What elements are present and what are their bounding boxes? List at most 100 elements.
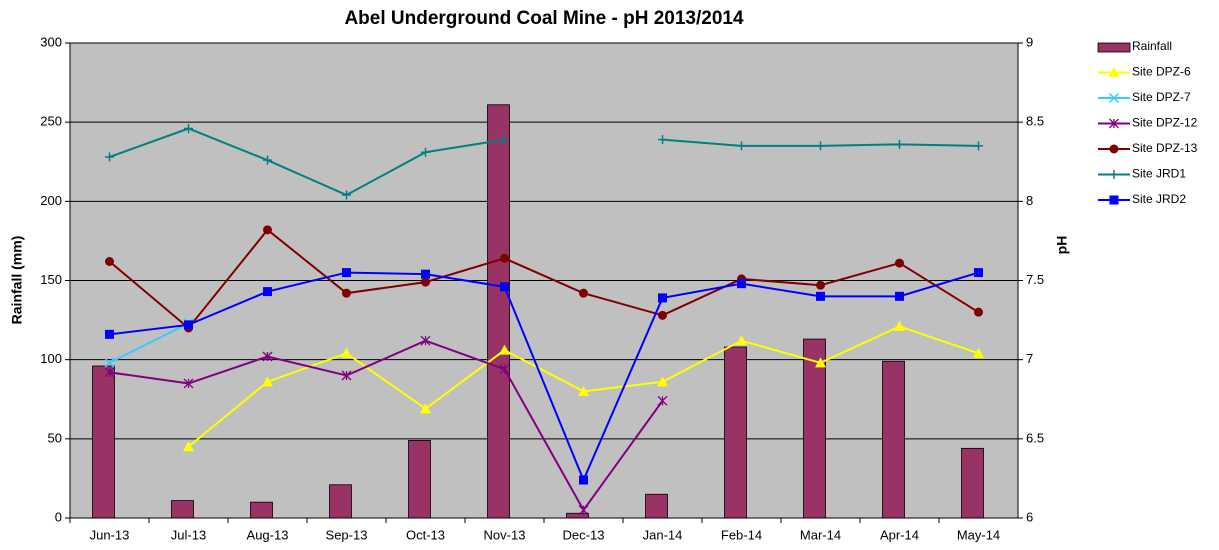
x-tick-label: Oct-13	[406, 527, 445, 542]
point	[658, 310, 667, 320]
point	[816, 141, 825, 151]
legend-label: Rainfall	[1132, 39, 1172, 53]
point	[657, 376, 668, 387]
bar	[171, 500, 194, 519]
legend-label: Site JRD2	[1132, 192, 1186, 206]
point	[341, 347, 352, 358]
legend-label: Site JRD1	[1132, 167, 1186, 181]
x-tick-label: Feb-14	[721, 527, 762, 542]
y-tick-label: 0	[55, 509, 62, 524]
bar	[724, 346, 747, 519]
point	[421, 147, 430, 157]
bar	[329, 484, 352, 519]
point	[342, 190, 351, 200]
point	[578, 385, 589, 396]
y2-tick-label: 7	[1026, 351, 1033, 366]
legend-label: Site DPZ-12	[1132, 116, 1198, 130]
x-tick-label: Jul-13	[171, 527, 206, 542]
point	[737, 279, 746, 289]
point	[578, 505, 589, 516]
point	[184, 320, 193, 330]
legend-marker	[1109, 170, 1119, 179]
point	[341, 370, 352, 381]
point	[263, 287, 272, 297]
y2-tick-label: 8	[1026, 193, 1033, 208]
point	[104, 357, 115, 368]
legend-swatch	[1097, 42, 1131, 53]
point	[736, 335, 747, 346]
point	[815, 357, 826, 368]
bar	[487, 104, 510, 519]
point	[974, 307, 983, 317]
y2-tick-label: 6	[1026, 509, 1033, 524]
y2-tick-label: 9	[1026, 34, 1033, 49]
point	[894, 320, 905, 331]
x-tick-label: Mar-14	[800, 527, 841, 542]
point	[342, 288, 351, 298]
point	[184, 124, 193, 133]
legend-marker	[1109, 195, 1119, 205]
x-tick-label: Sep-13	[326, 527, 368, 542]
point	[500, 253, 509, 263]
chart-title: Abel Underground Coal Mine - pH 2013/201…	[344, 8, 744, 29]
y-tick-label: 300	[40, 34, 62, 49]
point	[500, 135, 509, 145]
point	[974, 141, 983, 151]
legend-label: Site DPZ-6	[1132, 65, 1191, 79]
y2-tick-label: 8.5	[1026, 114, 1044, 129]
point	[579, 475, 588, 485]
series-line	[109, 322, 189, 364]
point	[657, 395, 668, 406]
bar	[408, 440, 431, 519]
bar	[645, 493, 668, 519]
point	[499, 344, 510, 355]
point	[816, 291, 825, 301]
legend-marker	[1109, 144, 1119, 154]
point	[105, 329, 114, 339]
y-tick-label: 250	[40, 114, 62, 129]
x-tick-label: Nov-13	[484, 527, 526, 542]
point	[816, 280, 825, 290]
x-tick-label: Dec-13	[563, 527, 605, 542]
point	[974, 268, 983, 278]
y2-tick-label: 7.5	[1026, 272, 1044, 287]
bar	[961, 447, 984, 519]
point	[658, 135, 667, 145]
point	[105, 257, 114, 266]
series-line	[109, 271, 979, 483]
y2-tick-label: 6.5	[1026, 430, 1044, 445]
point	[262, 376, 273, 387]
bar	[250, 501, 273, 519]
point	[263, 155, 272, 165]
legend-label: Site DPZ-7	[1132, 90, 1191, 104]
bar	[882, 360, 905, 519]
bar	[92, 365, 115, 519]
y-tick-label: 50	[48, 430, 62, 445]
series-line	[109, 339, 664, 512]
point	[263, 225, 272, 235]
legend-marker	[1109, 118, 1119, 129]
x-tick-label: Jan-14	[643, 527, 683, 542]
legend-label: Site DPZ-13	[1132, 141, 1198, 155]
point	[499, 364, 510, 375]
legend-marker	[1108, 67, 1120, 77]
point	[500, 282, 509, 292]
point	[420, 335, 431, 346]
y2-axis-title: pH	[1054, 236, 1070, 255]
point	[973, 347, 984, 358]
point	[421, 277, 430, 287]
point	[183, 441, 194, 452]
x-tick-label: Aug-13	[247, 527, 289, 542]
point	[420, 403, 431, 414]
point	[579, 288, 588, 298]
y-tick-label: 200	[40, 193, 62, 208]
point	[105, 152, 114, 162]
y-tick-label: 100	[40, 351, 62, 366]
legend-marker	[1108, 92, 1120, 104]
point	[895, 139, 904, 149]
point	[737, 141, 746, 151]
point	[895, 291, 904, 301]
y-axis-title: Rainfall (mm)	[9, 236, 25, 325]
x-tick-label: May-14	[957, 527, 1000, 542]
